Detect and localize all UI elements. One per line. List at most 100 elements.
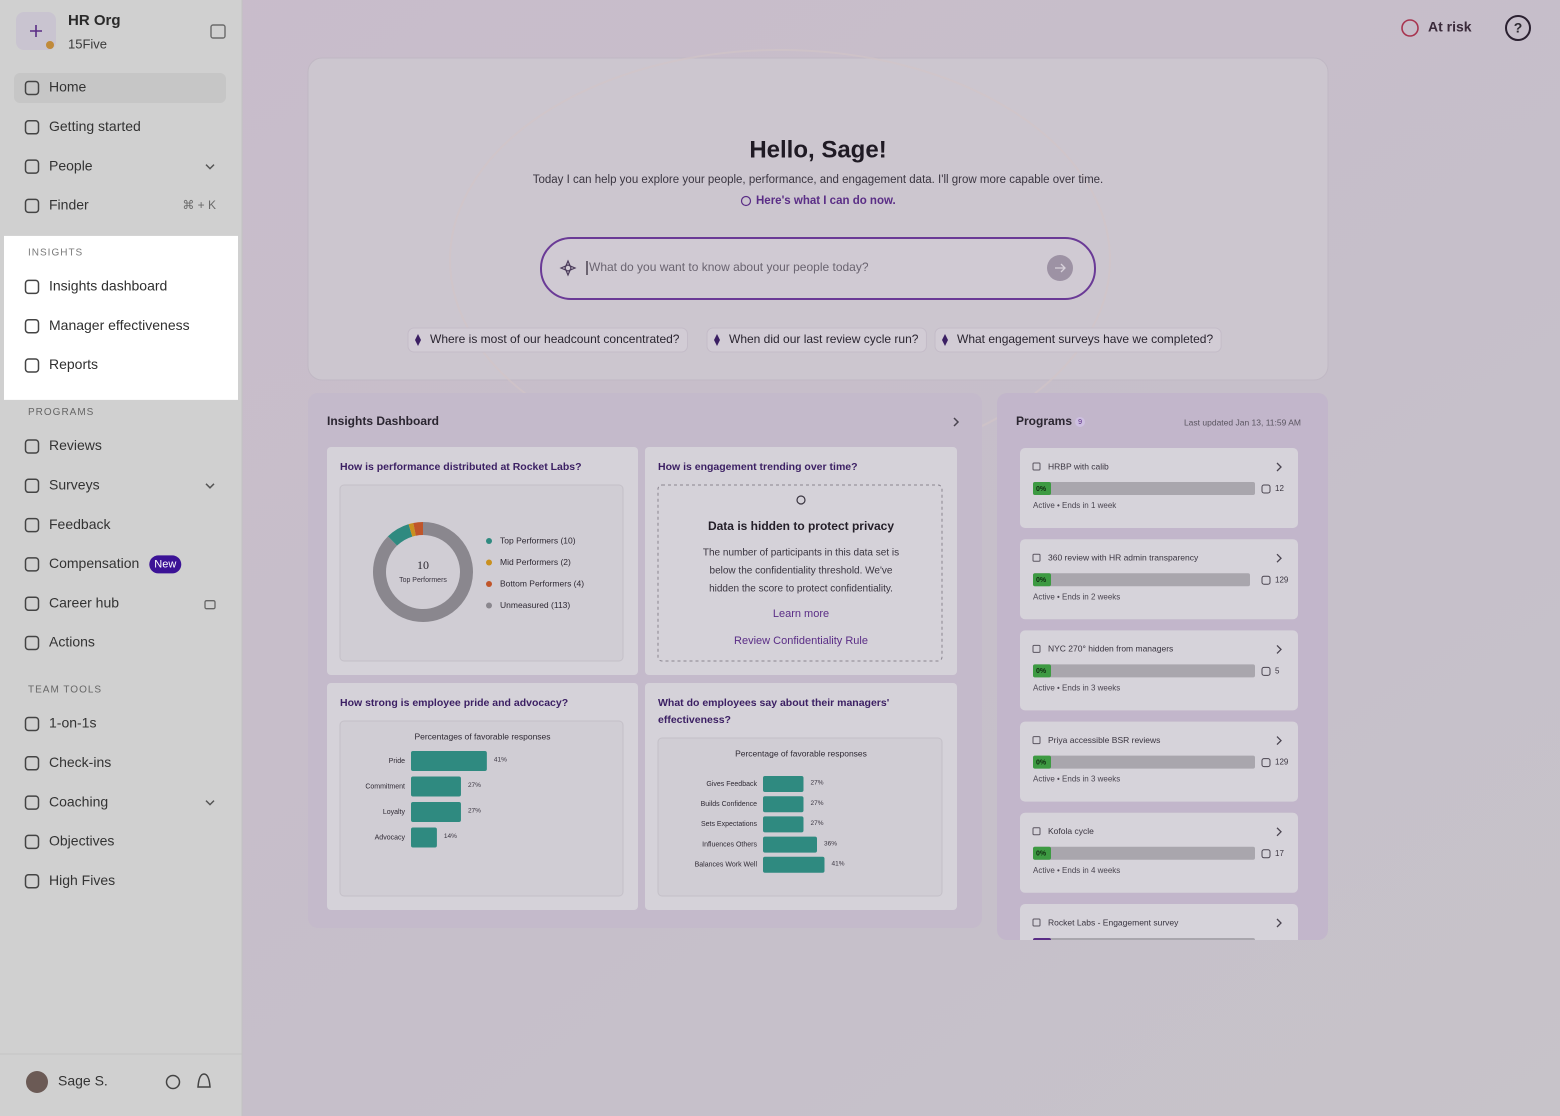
program-name: 360 review with HR admin transparency bbox=[1048, 552, 1199, 562]
section-heading: TEAM TOOLS bbox=[28, 685, 102, 696]
donut-center-label: Top Performers bbox=[399, 577, 447, 584]
user-avatar[interactable] bbox=[26, 1071, 48, 1093]
program-name: Rocket Labs - Engagement survey bbox=[1048, 917, 1179, 927]
nav-item[interactable]: Insights dashboard bbox=[49, 278, 167, 294]
program-status: Active • Ends in 1 week bbox=[1033, 501, 1117, 510]
bar bbox=[763, 816, 804, 833]
count-badge bbox=[1075, 417, 1086, 427]
chevron-icon bbox=[205, 164, 215, 170]
nav-item[interactable]: Actions bbox=[49, 634, 95, 650]
progress-track bbox=[1033, 846, 1255, 860]
nav-item[interactable]: Check-ins bbox=[49, 754, 111, 770]
nav-item[interactable]: Career hub bbox=[49, 594, 119, 610]
bar bbox=[763, 856, 825, 873]
bar bbox=[411, 827, 437, 848]
donut-segment bbox=[387, 524, 413, 546]
participants-count: 5 bbox=[1275, 667, 1280, 676]
bar bbox=[763, 796, 804, 813]
nav-item[interactable]: High Fives bbox=[49, 872, 115, 888]
progress-label: 0% bbox=[1036, 851, 1047, 858]
chip-star bbox=[942, 334, 948, 346]
progress-pill bbox=[1033, 664, 1051, 678]
chevron-icon bbox=[1276, 918, 1282, 928]
bar-value-label: 27% bbox=[811, 820, 824, 827]
user-name[interactable]: Sage S. bbox=[58, 1073, 108, 1089]
nav-icon bbox=[24, 358, 40, 373]
chip-star bbox=[415, 334, 421, 346]
bar-value-label: 27% bbox=[811, 800, 824, 807]
insight-card[interactable] bbox=[645, 447, 957, 675]
bar-category: Builds Confidence bbox=[701, 801, 758, 808]
suggestion-chip[interactable] bbox=[934, 327, 1222, 353]
org-sub: 15Five bbox=[68, 36, 107, 51]
nav-item[interactable]: People bbox=[49, 157, 93, 173]
program-name: HRBP with calib bbox=[1048, 461, 1109, 471]
nav-item[interactable]: Coaching bbox=[49, 793, 108, 809]
progress-label: 0% bbox=[1036, 759, 1047, 766]
nav-item[interactable]: Reports bbox=[49, 356, 98, 372]
help-button[interactable] bbox=[1505, 15, 1531, 41]
progress-pill bbox=[1033, 938, 1051, 940]
nav-item[interactable]: Objectives bbox=[49, 833, 114, 849]
nav-item[interactable]: Finder bbox=[49, 197, 89, 213]
settings-icon[interactable] bbox=[165, 1074, 181, 1090]
nav-item[interactable]: 1-on-1s bbox=[49, 715, 96, 731]
nav-icon bbox=[24, 120, 40, 135]
programs-list: HRBP with calib 0% 12 Active • Ends in 1 we… bbox=[1020, 448, 1298, 984]
assistant-card bbox=[307, 57, 1329, 381]
program-status: Active • Ends in 3 weeks bbox=[1033, 775, 1120, 784]
bar-category: Pride bbox=[389, 758, 405, 765]
lock-icon bbox=[204, 600, 216, 610]
count-badge-text: 9 bbox=[1078, 419, 1082, 426]
chart-subtitle: Percentages of favorable responses bbox=[414, 731, 550, 741]
suggestion-text[interactable]: When did our last review cycle run? bbox=[729, 332, 919, 346]
nav-item[interactable]: Feedback bbox=[49, 516, 111, 532]
privacy-link[interactable]: Review Confidentiality Rule bbox=[734, 635, 868, 647]
collapse-sidebar-button[interactable] bbox=[210, 24, 226, 39]
bar-category: Influences Others bbox=[702, 841, 757, 848]
suggestion-chip[interactable] bbox=[407, 327, 688, 353]
chip-star bbox=[714, 334, 720, 346]
greeting: Hello, Sage! bbox=[749, 136, 886, 163]
bar-category: Loyalty bbox=[383, 809, 406, 816]
bar-value-label: 36% bbox=[824, 840, 837, 847]
nav-icon bbox=[24, 756, 40, 771]
bar-category: Advocacy bbox=[375, 834, 406, 841]
panel-title[interactable]: Insights Dashboard bbox=[327, 414, 439, 428]
suggestion-text[interactable]: What engagement surveys have we complete… bbox=[957, 332, 1213, 346]
program-icon bbox=[1032, 644, 1041, 653]
legend-dot bbox=[486, 559, 492, 566]
privacy-text: The number of participants in this data … bbox=[703, 548, 899, 559]
at-risk-button[interactable]: At risk bbox=[1428, 19, 1472, 35]
progress-track bbox=[1033, 938, 1255, 940]
chevron-icon bbox=[1276, 553, 1282, 563]
capabilities-link[interactable]: Here's what I can do now. bbox=[756, 195, 896, 207]
notifications-icon[interactable] bbox=[197, 1073, 211, 1088]
privacy-heading: Data is hidden to protect privacy bbox=[708, 519, 894, 533]
nav-item[interactable]: Compensation bbox=[49, 555, 139, 571]
progress-track bbox=[1033, 664, 1255, 678]
nav-item[interactable]: Getting started bbox=[49, 118, 141, 134]
chart-subtitle: Percentage of favorable responses bbox=[735, 748, 867, 758]
program-card[interactable] bbox=[1020, 904, 1298, 984]
shortcut: ⌘ + K bbox=[182, 198, 216, 212]
nav-item[interactable]: Manager effectiveness bbox=[49, 317, 190, 333]
new-badge bbox=[149, 555, 182, 574]
question-input[interactable] bbox=[540, 237, 1096, 300]
sidebar bbox=[0, 0, 242, 1116]
panel-title[interactable]: Programs bbox=[1016, 414, 1072, 428]
card-title: How strong is employee pride and advocac… bbox=[340, 697, 568, 709]
nav-item[interactable]: Surveys bbox=[49, 477, 100, 493]
nav-icon bbox=[24, 318, 40, 334]
privacy-text: below the confidentiality threshold. We'… bbox=[710, 566, 893, 577]
spotlight-highlight bbox=[4, 235, 238, 400]
chevron-icon bbox=[1276, 644, 1282, 654]
nav-item[interactable]: Home bbox=[49, 79, 87, 95]
suggestion-text[interactable]: Where is most of our headcount concentra… bbox=[430, 332, 680, 346]
privacy-link[interactable]: Learn more bbox=[773, 608, 829, 620]
help-icon: ? bbox=[1514, 20, 1523, 36]
program-icon bbox=[1032, 736, 1041, 745]
suggestion-chip[interactable] bbox=[706, 327, 927, 353]
nav-item[interactable]: Reviews bbox=[49, 437, 102, 453]
